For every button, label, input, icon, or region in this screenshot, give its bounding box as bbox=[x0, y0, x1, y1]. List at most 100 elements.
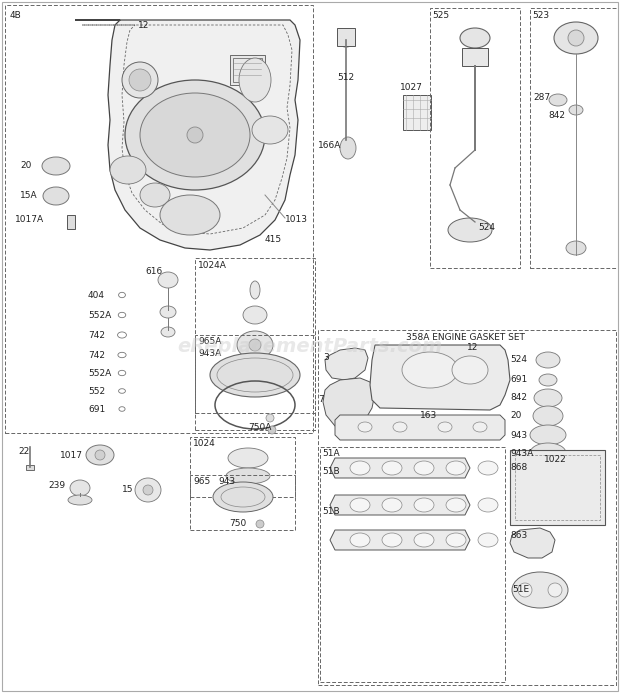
Ellipse shape bbox=[414, 461, 434, 475]
Bar bbox=[320, 447, 505, 682]
Bar bbox=[515, 455, 600, 520]
Circle shape bbox=[143, 485, 153, 495]
Polygon shape bbox=[323, 378, 375, 428]
Text: 552A: 552A bbox=[88, 369, 111, 378]
Bar bbox=[233, 58, 262, 82]
Text: 863: 863 bbox=[510, 531, 527, 539]
Text: 742: 742 bbox=[88, 331, 105, 340]
Bar bbox=[337, 28, 355, 46]
Ellipse shape bbox=[226, 468, 270, 484]
Ellipse shape bbox=[350, 498, 370, 512]
Ellipse shape bbox=[243, 306, 267, 324]
Text: 51A: 51A bbox=[322, 450, 340, 459]
Ellipse shape bbox=[237, 331, 273, 359]
Polygon shape bbox=[370, 345, 510, 410]
Text: 51E: 51E bbox=[512, 586, 529, 595]
Bar bbox=[5, 5, 313, 433]
Bar bbox=[318, 330, 616, 685]
Bar bbox=[190, 437, 295, 497]
Bar bbox=[195, 258, 315, 413]
Circle shape bbox=[129, 69, 151, 91]
Ellipse shape bbox=[414, 498, 434, 512]
Text: 51B: 51B bbox=[322, 507, 340, 516]
Text: 750A: 750A bbox=[248, 423, 272, 432]
Ellipse shape bbox=[239, 58, 271, 102]
Text: 691: 691 bbox=[510, 376, 527, 385]
Polygon shape bbox=[325, 348, 368, 380]
Bar bbox=[510, 450, 605, 525]
Text: 965A: 965A bbox=[198, 337, 221, 346]
Ellipse shape bbox=[446, 533, 466, 547]
Text: 1017: 1017 bbox=[60, 450, 83, 459]
Text: 842: 842 bbox=[548, 110, 565, 119]
Bar bbox=[430, 8, 520, 268]
Ellipse shape bbox=[160, 306, 176, 318]
Ellipse shape bbox=[446, 461, 466, 475]
Ellipse shape bbox=[534, 389, 562, 407]
Ellipse shape bbox=[460, 28, 490, 48]
Ellipse shape bbox=[452, 356, 488, 384]
Text: 15: 15 bbox=[122, 486, 133, 495]
Text: 943A: 943A bbox=[510, 448, 533, 457]
Bar bbox=[462, 48, 488, 66]
Ellipse shape bbox=[402, 352, 458, 388]
Circle shape bbox=[568, 30, 584, 46]
Ellipse shape bbox=[569, 105, 583, 115]
Ellipse shape bbox=[548, 583, 562, 597]
Text: 239: 239 bbox=[48, 480, 65, 489]
Text: eReplacementParts.com: eReplacementParts.com bbox=[177, 337, 443, 356]
Ellipse shape bbox=[549, 94, 567, 106]
Text: 287: 287 bbox=[533, 94, 550, 103]
Circle shape bbox=[266, 414, 274, 422]
Text: 943: 943 bbox=[510, 430, 527, 439]
Text: 965: 965 bbox=[193, 477, 210, 486]
Ellipse shape bbox=[536, 352, 560, 368]
Text: 943A: 943A bbox=[198, 349, 221, 358]
Circle shape bbox=[95, 450, 105, 460]
Ellipse shape bbox=[43, 187, 69, 205]
Ellipse shape bbox=[438, 422, 452, 432]
Bar bbox=[67, 215, 75, 229]
Text: 1022: 1022 bbox=[544, 455, 567, 464]
Text: 742: 742 bbox=[88, 351, 105, 360]
Text: 691: 691 bbox=[88, 405, 105, 414]
Ellipse shape bbox=[382, 533, 402, 547]
Text: 524: 524 bbox=[478, 224, 495, 232]
Text: 524: 524 bbox=[510, 356, 527, 365]
Ellipse shape bbox=[533, 406, 563, 426]
Ellipse shape bbox=[140, 183, 170, 207]
Polygon shape bbox=[510, 528, 555, 558]
Text: 1027: 1027 bbox=[400, 83, 423, 92]
Text: 552A: 552A bbox=[88, 310, 111, 319]
Text: 20: 20 bbox=[510, 412, 521, 421]
Text: 415: 415 bbox=[265, 236, 282, 245]
Text: 1024A: 1024A bbox=[198, 261, 227, 270]
Ellipse shape bbox=[478, 461, 498, 475]
Circle shape bbox=[256, 520, 264, 528]
Text: 750: 750 bbox=[229, 520, 247, 529]
Text: 943: 943 bbox=[218, 477, 235, 486]
Circle shape bbox=[268, 426, 276, 434]
Text: 842: 842 bbox=[510, 394, 527, 403]
Text: 15A: 15A bbox=[20, 191, 38, 200]
Text: 12: 12 bbox=[138, 21, 149, 30]
Bar bbox=[403, 95, 431, 130]
Ellipse shape bbox=[210, 353, 300, 397]
Text: 552: 552 bbox=[88, 387, 105, 396]
Ellipse shape bbox=[338, 37, 354, 47]
Ellipse shape bbox=[135, 478, 161, 502]
Text: 166A: 166A bbox=[318, 141, 342, 150]
Ellipse shape bbox=[350, 461, 370, 475]
Text: 1013: 1013 bbox=[285, 216, 308, 225]
Polygon shape bbox=[335, 415, 505, 440]
Text: 1024: 1024 bbox=[193, 439, 216, 448]
Circle shape bbox=[187, 127, 203, 143]
Text: 1017A: 1017A bbox=[15, 216, 44, 225]
Ellipse shape bbox=[125, 80, 265, 190]
Text: 358A ENGINE GASKET SET: 358A ENGINE GASKET SET bbox=[405, 333, 525, 342]
Ellipse shape bbox=[538, 460, 558, 476]
Polygon shape bbox=[330, 458, 470, 478]
Ellipse shape bbox=[42, 157, 70, 175]
Ellipse shape bbox=[448, 218, 492, 242]
Ellipse shape bbox=[250, 281, 260, 299]
